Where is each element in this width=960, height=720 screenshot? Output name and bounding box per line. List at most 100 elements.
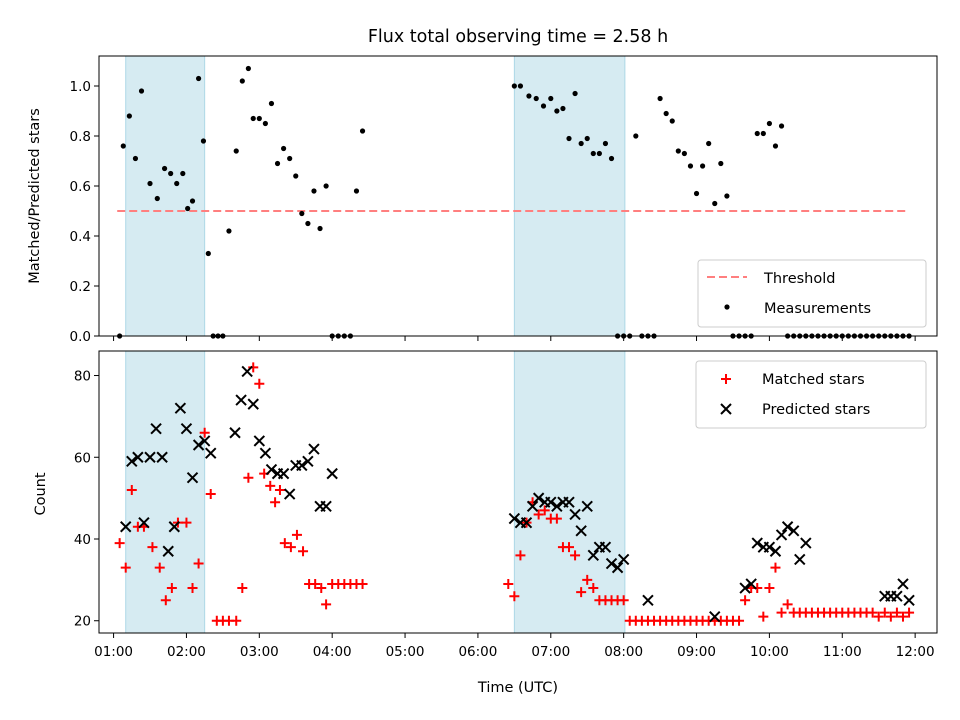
- matched-point: [231, 615, 242, 626]
- measurement-point: [560, 105, 566, 112]
- predicted-point: [508, 512, 521, 525]
- predicted-point: [520, 516, 533, 529]
- measurement-point: [706, 140, 712, 147]
- matched-point: [237, 583, 248, 594]
- axes-frame: [98, 350, 938, 634]
- measurement-point: [533, 95, 539, 102]
- x-tick-label: 11:00: [823, 644, 862, 660]
- x-tick-label: 04:00: [313, 644, 352, 660]
- measurement-point: [239, 78, 245, 84]
- shaded-interval-1: [125, 351, 205, 633]
- predicted-point: [126, 455, 138, 468]
- predicted-point: [611, 561, 624, 574]
- predicted-point: [296, 459, 308, 472]
- matched-point: [199, 427, 210, 438]
- measurement-point: [760, 130, 766, 137]
- predicted-point: [769, 545, 782, 557]
- predicted-point: [781, 521, 794, 533]
- predicted-point: [775, 529, 788, 541]
- legend-measurement-swatch: [724, 304, 730, 310]
- matched-point: [879, 607, 890, 618]
- shaded-interval-2: [514, 56, 625, 336]
- predicted-point: [138, 516, 150, 529]
- matched-point: [160, 595, 171, 606]
- matched-point: [588, 583, 599, 594]
- y-tick-label: 1.0: [70, 79, 91, 95]
- x-tick-label: 05:00: [386, 644, 425, 660]
- legend-measurement-label: Measurements: [764, 301, 871, 317]
- matched-point: [515, 550, 526, 561]
- measurement-point: [772, 143, 779, 149]
- matched-point: [740, 595, 751, 606]
- y-tick-label: 0.8: [70, 129, 91, 145]
- series-matched-stars: [114, 362, 915, 626]
- matched-point: [265, 480, 276, 491]
- predicted-point: [308, 443, 320, 455]
- predicted-point: [745, 578, 757, 590]
- predicted-point: [174, 402, 187, 414]
- measurement-point: [262, 120, 268, 127]
- legend-predicted-swatch: [720, 403, 732, 415]
- measurement-point: [766, 120, 773, 127]
- measurement-point: [180, 170, 186, 177]
- matched-point: [166, 583, 177, 594]
- predicted-point: [229, 427, 241, 439]
- legend-top: Threshold Measurements: [697, 259, 927, 328]
- predicted-point: [241, 365, 253, 378]
- predicted-point: [277, 467, 290, 480]
- matched-point: [873, 611, 884, 622]
- series-predicted-stars: [120, 365, 915, 623]
- measurement-point: [633, 133, 639, 139]
- measurement-point: [724, 193, 730, 199]
- measurement-point: [602, 140, 609, 147]
- predicted-point: [205, 447, 217, 459]
- y-tick-label: 40: [74, 532, 91, 548]
- matched-point: [618, 595, 629, 606]
- measurement-point: [718, 160, 724, 167]
- measurement-point: [138, 88, 145, 94]
- matched-point: [758, 611, 769, 622]
- predicted-point: [605, 557, 618, 570]
- matched-point: [576, 587, 587, 598]
- measurement-point: [174, 180, 180, 187]
- predicted-point: [186, 471, 199, 484]
- predicted-point: [198, 435, 211, 447]
- predicted-point: [259, 447, 272, 459]
- matched-point: [285, 542, 296, 553]
- measurement-point: [675, 148, 681, 154]
- matched-point: [243, 472, 254, 483]
- matched-point: [298, 546, 309, 557]
- matched-point: [570, 550, 581, 561]
- measurement-point: [687, 163, 694, 169]
- bottom-panel: 20 40 60 80 01:00 02:00 03:00 04:00 05:00 06:00 07…: [74, 350, 938, 660]
- measurement-point: [226, 228, 232, 234]
- y-tick-label: 0.2: [70, 279, 91, 295]
- predicted-point: [132, 451, 144, 463]
- measurement-point: [548, 95, 554, 102]
- measurement-point: [572, 90, 578, 97]
- matched-point: [885, 611, 896, 622]
- matched-point: [291, 529, 302, 540]
- x-tick-label: 12:00: [896, 644, 935, 660]
- predicted-point: [569, 508, 581, 521]
- measurement-point: [359, 128, 366, 134]
- matched-point: [270, 497, 281, 508]
- shaded-interval-2: [514, 351, 625, 633]
- matched-point: [120, 562, 131, 573]
- predicted-point: [144, 451, 156, 463]
- predicted-point: [563, 496, 575, 508]
- legend-threshold-label: Threshold: [763, 271, 835, 287]
- matched-point: [509, 591, 520, 602]
- matched-point: [734, 615, 745, 626]
- measurement-point: [287, 155, 293, 162]
- matched-point: [357, 578, 368, 589]
- measurement-point: [554, 108, 560, 114]
- matched-point: [205, 489, 216, 500]
- x-tick-label: 09:00: [677, 644, 716, 660]
- predicted-point: [751, 537, 763, 549]
- measurement-point: [293, 173, 299, 179]
- y-tick-label: 0.4: [70, 229, 91, 245]
- measurement-point: [608, 155, 615, 162]
- measurement-point: [154, 195, 160, 202]
